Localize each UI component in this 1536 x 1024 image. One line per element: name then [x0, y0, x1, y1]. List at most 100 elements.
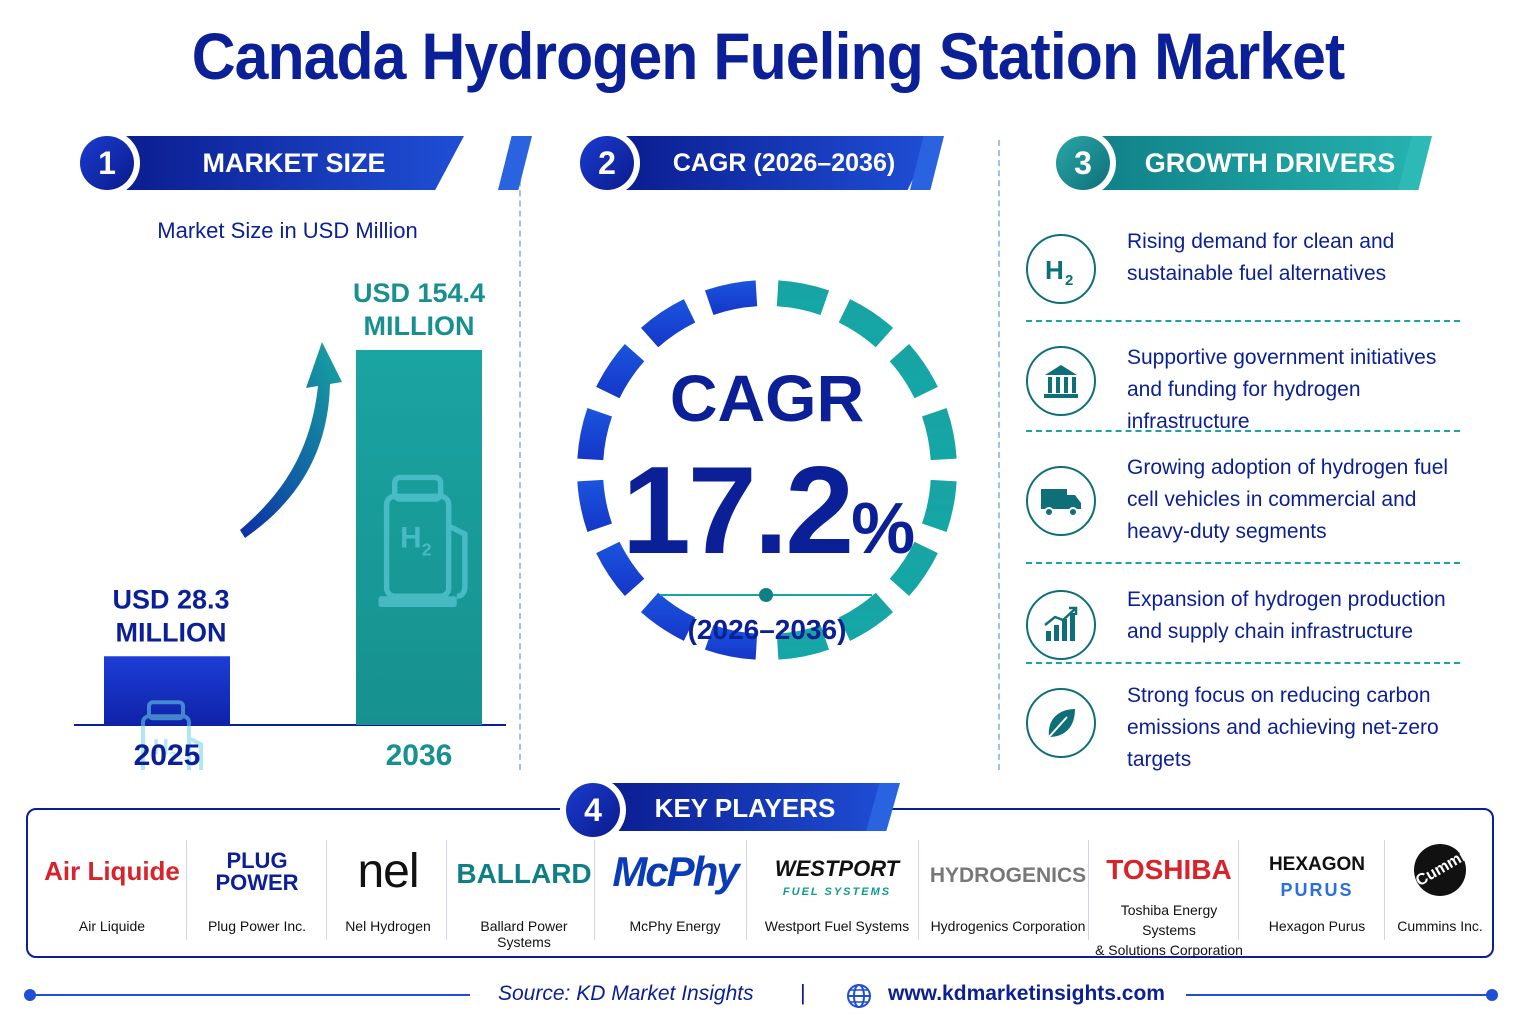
company-name: Hexagon Purus — [1268, 918, 1366, 934]
company-name: Air Liquide — [78, 918, 146, 934]
bar-value-label: MILLION — [116, 617, 227, 647]
ring-segment — [922, 407, 957, 461]
ring-segment — [776, 280, 830, 315]
section-label: CAGR (2026–2036) — [672, 149, 896, 177]
section-number-badge: 4 — [560, 777, 626, 843]
company-logo: McPhy — [612, 848, 739, 895]
company-logo: HEXAGON PURUS — [1244, 854, 1390, 901]
driver-text: Strong focus on reducing carbon emission… — [1127, 684, 1439, 771]
section-number-badge: 3 — [1050, 130, 1116, 196]
ring-segment — [704, 280, 758, 315]
svg-text:2: 2 — [422, 540, 432, 560]
section-number-badge: 1 — [74, 130, 140, 196]
company-logo: Cummins — [1404, 834, 1485, 906]
x-tick-label: 2025 — [134, 739, 201, 770]
ring-segment — [889, 343, 938, 399]
logo-subtext: PURUS — [1280, 880, 1354, 900]
player-card: HYDROGENICS Hydrogenics Corporation — [924, 830, 1092, 942]
bar-value-label: USD 154.4 — [353, 278, 485, 308]
player-card: nel Nel Hydrogen — [332, 830, 444, 942]
footer-rule — [30, 994, 470, 996]
section-number-badge: 2 — [574, 130, 640, 196]
company-logo: HYDROGENICS — [929, 864, 1087, 887]
ring-segment — [889, 541, 938, 597]
ring-segment — [704, 625, 758, 660]
player-separator — [1384, 840, 1385, 940]
driver-text: Growing adoption of hydrogen fuel cell v… — [1127, 456, 1449, 543]
chart-subtitle: Market Size in USD Million — [157, 218, 418, 243]
section-divider — [519, 140, 521, 770]
x-tick-label: 2036 — [386, 739, 453, 770]
player-separator — [746, 840, 747, 940]
footer-source: Source: KD Market Insights — [498, 982, 754, 1005]
company-logo: Air Liquide — [44, 856, 180, 886]
svg-text:H: H — [400, 522, 421, 555]
footer-dot — [1486, 989, 1498, 1001]
company-name: McPhy Energy — [629, 918, 721, 934]
driver-text: Rising demand for clean and sustainable … — [1127, 230, 1395, 285]
growth-chart-icon — [1026, 590, 1096, 660]
globe-icon — [847, 984, 871, 1008]
growth-drivers-header: 3 GROWTH DRIVERS — [1050, 130, 1450, 196]
svg-text:2: 2 — [1065, 272, 1073, 289]
growth-arrow-icon — [240, 342, 342, 538]
driver-text: Expansion of hydrogen production and sup… — [1127, 588, 1446, 643]
player-separator — [918, 840, 919, 940]
bar-2025 — [104, 656, 230, 725]
player-separator — [186, 840, 187, 940]
player-separator — [326, 840, 327, 940]
footer-website-link[interactable]: www.kdmarketinsights.com — [888, 982, 1165, 1005]
ring-segment — [838, 592, 894, 641]
driver-separator — [1026, 662, 1460, 664]
company-logo: PLUG POWER — [215, 848, 299, 895]
bar-value-label: MILLION — [364, 311, 475, 341]
player-card: HEXAGON PURUS Hexagon Purus — [1244, 830, 1390, 942]
company-name: Cummins Inc. — [1397, 918, 1483, 934]
company-name: Ballard Power Systems — [480, 918, 568, 950]
company-name: Nel Hydrogen — [345, 918, 431, 934]
ring-segment — [776, 625, 830, 660]
player-card: Cummins Cummins Inc. — [1390, 830, 1490, 942]
cagr-dot — [759, 588, 773, 602]
company-logo: nel — [357, 845, 419, 898]
section-divider — [998, 140, 1000, 770]
market-size-header: 1 MARKET SIZE — [74, 130, 532, 196]
cagr-header: 2 CAGR (2026–2036) — [574, 130, 954, 196]
key-players-header: 4 KEY PLAYERS — [560, 777, 910, 843]
footer-dot — [24, 989, 36, 1001]
market-size-chart: H 2 USD 28.3 MILLION 2025 H 2 USD 154.4 MILLION 2… — [70, 260, 510, 799]
ring-segment — [838, 299, 894, 348]
section-label: GROWTH DRIVERS — [1144, 148, 1396, 178]
cagr-period: (2026–2036) — [687, 614, 847, 645]
government-building-icon — [1026, 346, 1096, 416]
company-name: Westport Fuel Systems — [764, 918, 910, 934]
company-name: Plug Power Inc. — [207, 918, 307, 934]
svg-text:2: 2 — [169, 748, 176, 763]
player-card: Air Liquide Air Liquide — [38, 830, 186, 942]
page-title: Canada Hydrogen Fueling Station Market — [191, 19, 1346, 93]
ring-segment — [640, 299, 696, 348]
player-separator — [446, 840, 447, 940]
footer-rule — [1186, 994, 1492, 996]
svg-text:H: H — [1045, 255, 1064, 285]
company-name: Hydrogenics Corporation — [930, 918, 1086, 934]
ring-segment — [596, 541, 645, 597]
section-label: KEY PLAYERS — [654, 793, 836, 823]
player-separator — [1238, 840, 1239, 940]
section-label: MARKET SIZE — [202, 148, 386, 178]
driver-text: Supportive government initiatives and fu… — [1127, 346, 1437, 433]
driver-separator — [1026, 562, 1460, 564]
logo-subtext: FUEL SYSTEMS — [782, 886, 892, 898]
player-card: BALLARD Ballard Power Systems — [452, 830, 596, 950]
driver-separator — [1026, 320, 1460, 322]
company-logo: BALLARD — [456, 858, 592, 889]
cagr-ring — [577, 280, 957, 660]
cagr-label: CAGR — [669, 361, 865, 435]
company-name: Toshiba Energy Systems & Solutions Corpo… — [1095, 902, 1243, 958]
svg-text:H: H — [153, 734, 169, 759]
player-separator — [1088, 840, 1089, 940]
driver-separator — [1026, 430, 1460, 432]
